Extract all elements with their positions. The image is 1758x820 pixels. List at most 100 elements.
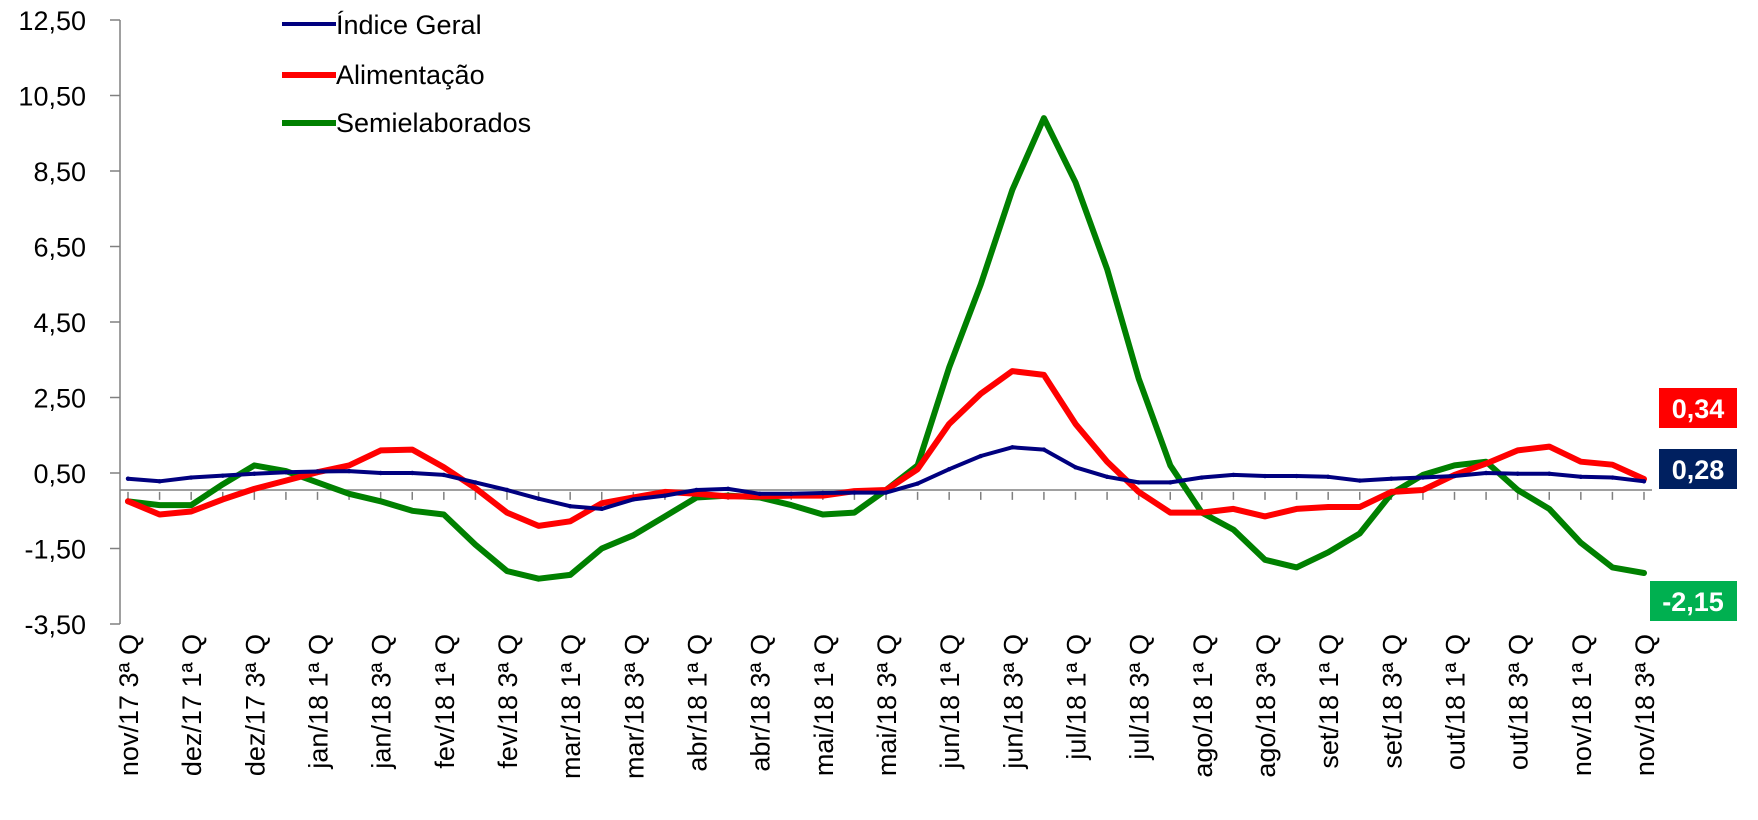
x-tick-label: abr/18 1ª Q [683,634,713,772]
end-label-semielaborados-box [1650,581,1737,621]
x-tick-label: nov/18 1ª Q [1567,634,1597,776]
x-tick-label: jan/18 1ª Q [304,634,334,770]
end-label-alimentacao: 0,34 [1659,388,1737,428]
data-point-indice-geral [1610,475,1615,480]
y-tick-label: 12,50 [18,6,86,36]
legend-label-alimentacao: Alimentação [336,60,485,90]
data-point-indice-geral [1483,470,1489,476]
x-tick-label: mai/18 3ª Q [872,634,902,776]
data-point-indice-geral [725,486,731,492]
y-tick-label: 6,50 [33,233,86,263]
data-point-indice-geral [1199,475,1205,480]
legend-item-alimentacao: Alimentação [282,60,485,90]
y-tick-label: 4,50 [33,308,86,338]
data-point-indice-geral [915,481,920,486]
x-tick-label: out/18 3ª Q [1504,634,1534,770]
x-tick-label: ago/18 1ª Q [1188,634,1218,778]
x-tick-label: set/18 3ª Q [1377,634,1407,769]
legend: Índice Geral Alimentação Semielaborados [282,10,531,138]
data-point-indice-geral [1420,475,1426,480]
x-tick-label: abr/18 3ª Q [746,634,776,772]
end-label-alimentacao-box [1659,388,1737,428]
end-label-alimentacao-text: 0,34 [1672,394,1725,424]
y-tick-label: 2,50 [33,384,86,414]
data-point-indice-geral [536,496,541,501]
data-point-indice-geral [567,504,573,509]
x-tick-label: mai/18 1ª Q [809,634,839,776]
x-tick-label: out/18 1ª Q [1441,634,1471,770]
data-point-indice-geral [1515,471,1520,476]
x-tick-label: mar/18 1ª Q [556,634,586,779]
data-point-indice-geral [1641,479,1647,484]
y-tick-label: 10,50 [18,82,86,112]
y-tick-label: -3,50 [24,610,86,640]
data-point-indice-geral [252,471,257,476]
data-point-indice-geral [1168,480,1173,485]
data-point-indice-geral [662,493,668,498]
data-point-indice-geral [946,467,952,472]
y-tick-label: -1,50 [24,535,86,565]
data-point-indice-geral [315,469,320,474]
data-point-indice-geral [1231,472,1236,478]
legend-label-indice-geral: Índice Geral [336,10,482,40]
data-point-indice-geral [852,490,857,495]
data-point-indice-geral [599,506,604,512]
series-line-semielaborados [125,115,1647,582]
data-point-indice-geral [757,491,762,496]
data-point-indice-geral [1578,474,1584,479]
x-tick-label: jun/18 3ª Q [998,634,1028,770]
data-point-indice-geral [1325,474,1331,479]
data-point-indice-geral [1262,473,1268,479]
x-tick-label: jul/18 3ª Q [1125,634,1155,761]
y-ticks: 12,50 10,50 8,50 6,50 4,50 2,50 0,50 -1,50 -3,50 [18,6,120,640]
data-point-indice-geral [1136,480,1141,485]
end-value-labels: 0,34 0,28 -2,15 [1650,388,1737,621]
x-tick-label: jun/18 1ª Q [935,634,965,770]
data-point-indice-geral [978,453,983,459]
data-point-indice-geral [157,479,162,484]
data-point-indice-geral [283,470,289,475]
x-tick-label: nov/17 3ª Q [114,634,144,776]
data-point-indice-geral [188,475,194,480]
series-line-alimentacao [125,368,1647,529]
end-label-indice-geral: 0,28 [1659,449,1737,489]
data-point-indice-geral [1073,465,1078,470]
data-point-indice-geral [1041,447,1047,452]
data-point-indice-geral [694,487,699,493]
data-point-indice-geral [820,490,826,496]
data-point-indice-geral [378,470,383,476]
data-point-indice-geral [441,472,447,478]
x-tick-label: ago/18 3ª Q [1251,634,1281,778]
data-point-indice-geral [410,470,415,476]
data-point-indice-geral [1452,473,1457,479]
y-tick-label: 8,50 [33,157,86,187]
data-point-indice-geral [125,476,131,481]
end-label-indice-geral-text: 0,28 [1672,455,1725,485]
data-point-indice-geral [220,473,225,478]
x-tick-label: fev/18 3ª Q [493,634,523,769]
data-point-indice-geral [1357,478,1362,483]
y-tick-label: 0,50 [33,459,86,489]
data-point-indice-geral [346,468,352,474]
data-point-indice-geral [1104,474,1110,479]
end-label-semielaborados-text: -2,15 [1662,587,1724,617]
data-point-indice-geral [883,490,889,495]
end-label-indice-geral-box [1659,449,1737,489]
data-point-indice-geral [789,491,794,496]
x-tick-label: nov/18 3ª Q [1630,634,1660,776]
x-tick-label: jul/18 1ª Q [1062,634,1092,761]
legend-label-semielaborados: Semielaborados [336,108,531,138]
legend-item-indice-geral: Índice Geral [282,10,482,40]
data-point-indice-geral [504,487,510,493]
data-point-indice-geral [1294,473,1299,479]
x-ticks: nov/17 3ª Q dez/17 1ª Q dez/17 3ª Q jan/18 … [114,491,1660,779]
data-point-indice-geral [473,480,478,485]
x-tick-label: fev/18 1ª Q [430,634,460,769]
end-label-semielaborados: -2,15 [1650,581,1737,621]
x-tick-label: jan/18 3ª Q [367,634,397,770]
x-tick-label: set/18 1ª Q [1314,634,1344,769]
legend-item-semielaborados: Semielaborados [282,108,531,138]
data-point-indice-geral [631,497,636,502]
x-tick-label: dez/17 3ª Q [240,634,270,776]
